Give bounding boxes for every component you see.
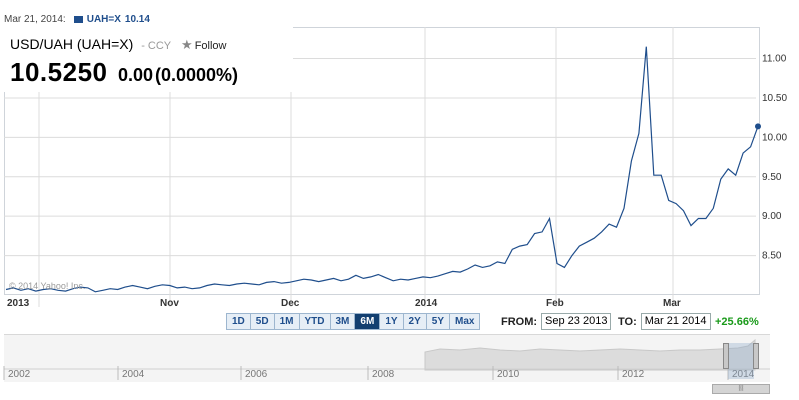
y-axis: 8.50 9.00 9.50 10.00 10.50 11.00 [762,54,787,262]
navigator-left-handle[interactable] [723,343,729,369]
copyright-watermark: © 2014 Yahoo! Inc. [9,281,85,291]
from-date-control: FROM: Sep 23 2013 [501,313,612,330]
chart-frame [4,27,760,295]
hover-series: UAH=X [86,13,121,25]
range-button-3m[interactable]: 3M [330,314,356,329]
hover-readout: Mar 21, 2014: UAH=X 10.14 [4,11,150,27]
y-tick-label: 10.00 [762,132,787,143]
price-change: 0.00 [117,65,153,85]
range-button-2y[interactable]: 2Y [403,314,427,329]
range-button-1y[interactable]: 1Y [380,314,404,329]
range-button-5y[interactable]: 5Y [426,314,451,329]
price-change-pct: (0.0000%) [154,65,239,85]
price-series-line [5,46,759,293]
x-tick-label: Feb [546,298,564,309]
star-icon: ★ [181,37,193,52]
navigator-scrollbar[interactable]: ⦚⦚⦚ [712,384,770,394]
to-date-input[interactable]: Mar 21 2014 [640,313,711,330]
quote-title: USD/UAH (UAH=X) - CCY ★ Follow [10,36,226,53]
range-button-6m[interactable]: 6M [355,314,381,329]
x-tick-label: 2014 [415,298,438,309]
hover-value: 10.14 [124,13,150,25]
y-tick-label: 8.50 [762,251,782,262]
y-tick-label: 9.00 [762,211,782,222]
last-price: 10.5250 [10,57,108,87]
to-date-control: TO: Mar 21 2014 [618,313,711,330]
x-tick-label: 2013 [7,298,30,309]
from-date-input[interactable]: Sep 23 2013 [541,313,612,330]
y-tick-label: 11.00 [762,54,787,65]
period-change: +25.66% [715,316,759,328]
symbol-name: USD/UAH (UAH=X) [10,36,134,52]
from-label: FROM: [501,315,538,328]
follow-label: Follow [194,40,227,52]
x-tick-label: Dec [281,298,300,309]
y-tick-label: 9.50 [762,172,782,183]
x-tick-label: Nov [160,298,179,309]
navigator-right-handle[interactable] [753,343,759,369]
range-button-max[interactable]: Max [450,314,480,329]
series-swatch-icon [73,15,83,23]
to-label: TO: [618,315,637,328]
timeline-navigator[interactable] [4,334,770,382]
range-selector: 1D 5D 1M YTD 3M 6M 1Y 2Y 5Y Max [226,313,481,330]
hover-date: Mar 21, 2014: [4,13,66,25]
last-price-marker [755,123,761,130]
follow-button[interactable]: ★ Follow [181,37,227,52]
range-button-1m[interactable]: 1M [274,314,300,329]
quote-header: USD/UAH (UAH=X) - CCY ★ Follow 10.5250 0.… [4,27,293,92]
quote-price: 10.5250 0.00 (0.0000%) [10,57,238,88]
x-axis: 2013 Nov Dec 2014 Feb Mar [7,298,681,309]
range-button-1d[interactable]: 1D [227,314,251,329]
x-tick-label: Mar [663,298,681,309]
navigator-selection[interactable] [728,343,754,379]
range-button-5d[interactable]: 5D [250,314,275,329]
exchange-label: - CCY [141,40,172,52]
range-button-ytd[interactable]: YTD [299,314,331,329]
y-tick-label: 10.50 [762,93,787,104]
